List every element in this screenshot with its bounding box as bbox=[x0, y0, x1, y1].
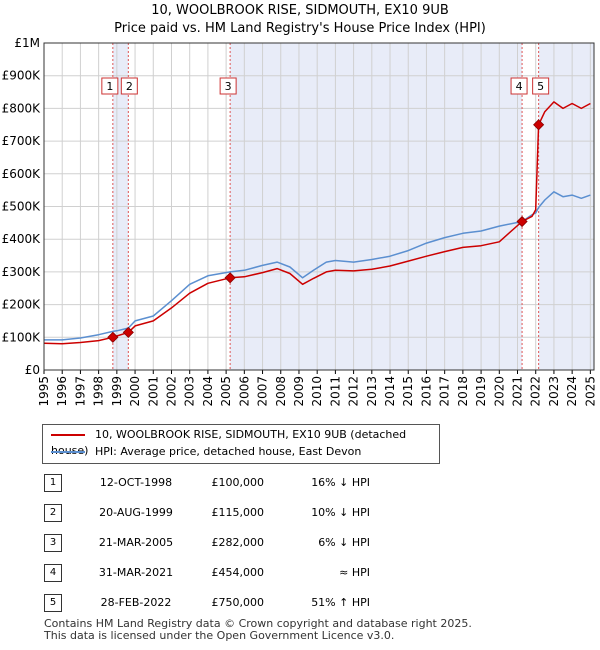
footer-copyright: Contains HM Land Registry data © Crown c… bbox=[44, 617, 472, 630]
transaction-label-4: 4 bbox=[516, 80, 523, 93]
x-tick-label: 2000 bbox=[128, 376, 142, 407]
transaction-date: 20-AUG-1999 bbox=[99, 506, 173, 519]
transaction-hpi: 16% ↓ HPI bbox=[311, 476, 370, 489]
transaction-price: £282,000 bbox=[211, 536, 265, 549]
transaction-label-5: 5 bbox=[537, 80, 544, 93]
x-tick-label: 2020 bbox=[492, 376, 506, 407]
table-row: 2 20-AUG-1999 £115,000 10% ↓ HPI bbox=[44, 504, 404, 522]
transaction-date: 12-OCT-1998 bbox=[99, 476, 173, 489]
transaction-label-box-2 bbox=[120, 77, 138, 95]
chart-title: 10, WOOLBROOK RISE, SIDMOUTH, EX10 9UB P… bbox=[0, 2, 600, 38]
transaction-hpi: ≈ HPI bbox=[339, 566, 370, 579]
transaction-date: 31-MAR-2021 bbox=[98, 566, 174, 579]
legend-swatch-blue bbox=[51, 451, 85, 453]
plot-frame bbox=[43, 42, 595, 371]
footer-notice: Contains HM Land Registry data © Crown c… bbox=[44, 618, 472, 642]
x-tick-label: 2005 bbox=[219, 376, 233, 407]
x-tick-label: 2013 bbox=[365, 376, 379, 407]
x-tick-label: 2009 bbox=[292, 376, 306, 407]
chart-title-line1: 10, WOOLBROOK RISE, SIDMOUTH, EX10 9UB bbox=[151, 3, 449, 18]
x-tick-label: 2024 bbox=[565, 376, 579, 407]
y-tick-label: £200K bbox=[2, 298, 42, 312]
transaction-number: 3 bbox=[44, 534, 62, 552]
property-series-line bbox=[43, 101, 591, 345]
legend-item-hpi: HPI: Average price, detached house, East… bbox=[51, 444, 361, 460]
x-tick-label: 2011 bbox=[328, 376, 342, 407]
x-tick-label: 2002 bbox=[164, 376, 178, 407]
chart-plot: £0 £100K £200K £300K £400K £500K £600K £700K £80… bbox=[2, 36, 598, 407]
legend-label-property: 10, WOOLBROOK RISE, SIDMOUTH, EX10 9UB (… bbox=[51, 428, 407, 457]
x-tick-label: 1996 bbox=[55, 376, 69, 407]
chart-legend: 10, WOOLBROOK RISE, SIDMOUTH, EX10 9UB (… bbox=[42, 424, 440, 464]
transaction-hpi: 51% ↑ HPI bbox=[311, 596, 370, 609]
x-tick-label: 2007 bbox=[256, 376, 270, 407]
transaction-price: £100,000 bbox=[211, 476, 265, 489]
legend-item-property: 10, WOOLBROOK RISE, SIDMOUTH, EX10 9UB (… bbox=[51, 427, 439, 457]
transaction-marker-4 bbox=[516, 215, 528, 228]
transaction-hpi: 6% ↓ HPI bbox=[318, 536, 370, 549]
chart-subtitle: Price paid vs. HM Land Registry's House … bbox=[114, 21, 486, 36]
x-tick-label: 1999 bbox=[110, 376, 124, 407]
x-tick-label: 2008 bbox=[274, 376, 288, 407]
transaction-marker-3 bbox=[224, 272, 236, 284]
y-tick-label: £900K bbox=[2, 69, 42, 83]
transaction-label-box-5 bbox=[532, 77, 550, 95]
transaction-number: 2 bbox=[44, 504, 62, 522]
transaction-label-3: 3 bbox=[225, 80, 232, 93]
x-tick-label: 2006 bbox=[237, 376, 251, 407]
footer-licence: This data is licensed under the Open Gov… bbox=[44, 629, 395, 642]
x-tick-label: 1998 bbox=[92, 376, 106, 407]
transaction-date: 28-FEB-2022 bbox=[100, 596, 172, 609]
y-tick-label: £400K bbox=[2, 232, 42, 246]
transaction-number: 5 bbox=[44, 594, 62, 612]
legend-label-hpi: HPI: Average price, detached house, East… bbox=[95, 445, 362, 458]
x-tick-label: 2010 bbox=[310, 376, 324, 407]
table-row: 1 12-OCT-1998 £100,000 16% ↓ HPI bbox=[44, 474, 404, 492]
transaction-price: £454,000 bbox=[211, 566, 265, 579]
x-tick-label: 2003 bbox=[183, 376, 197, 407]
transaction-price: £115,000 bbox=[211, 506, 265, 519]
x-tick-label: 2012 bbox=[347, 376, 361, 407]
y-tick-label: £500K bbox=[2, 200, 42, 214]
x-tick-label: 1997 bbox=[73, 376, 87, 407]
transaction-label-box-1 bbox=[101, 77, 119, 95]
x-tick-label: 2001 bbox=[146, 376, 160, 407]
x-tick-label: 2021 bbox=[511, 376, 525, 407]
x-tick-label: 2014 bbox=[383, 376, 397, 407]
x-tick-label: 2017 bbox=[438, 376, 452, 407]
x-tick-label: 2016 bbox=[419, 376, 433, 407]
transaction-hpi: 10% ↓ HPI bbox=[311, 506, 370, 519]
y-tick-label: £1M bbox=[14, 36, 40, 50]
transaction-label-box-3 bbox=[219, 77, 237, 95]
table-row: 4 31-MAR-2021 £454,000 ≈ HPI bbox=[44, 564, 404, 582]
transaction-label-box-4 bbox=[510, 77, 528, 95]
x-tick-label: 2004 bbox=[201, 376, 215, 407]
x-tick-label: 2023 bbox=[547, 376, 561, 407]
table-row: 3 21-MAR-2005 £282,000 6% ↓ HPI bbox=[44, 534, 404, 552]
transaction-number: 4 bbox=[44, 564, 62, 582]
transaction-marker-1 bbox=[107, 331, 119, 343]
transaction-label-2: 2 bbox=[126, 80, 133, 93]
y-tick-label: £700K bbox=[2, 134, 42, 148]
x-tick-label: 1995 bbox=[37, 376, 51, 407]
legend-swatch-red bbox=[51, 434, 85, 436]
transaction-label-1: 1 bbox=[106, 80, 113, 93]
y-tick-label: £0 bbox=[25, 363, 40, 377]
y-tick-label: £100K bbox=[2, 330, 42, 344]
hpi-series-line bbox=[44, 191, 591, 341]
y-tick-label: £800K bbox=[2, 101, 42, 115]
x-tick-label: 2018 bbox=[456, 376, 470, 407]
table-row: 5 28-FEB-2022 £750,000 51% ↑ HPI bbox=[44, 594, 404, 612]
transaction-marker-2 bbox=[122, 326, 134, 338]
x-tick-label: 2022 bbox=[529, 376, 543, 407]
transaction-marker-5 bbox=[533, 119, 545, 131]
y-tick-label: £300K bbox=[2, 265, 42, 279]
y-tick-label: £600K bbox=[2, 167, 42, 181]
x-tick-label: 2015 bbox=[401, 376, 415, 407]
transaction-price: £750,000 bbox=[211, 596, 265, 609]
transaction-number: 1 bbox=[44, 474, 62, 492]
x-tick-label: 2019 bbox=[474, 376, 488, 407]
x-tick-label: 2025 bbox=[583, 376, 597, 407]
transaction-date: 21-MAR-2005 bbox=[98, 536, 174, 549]
